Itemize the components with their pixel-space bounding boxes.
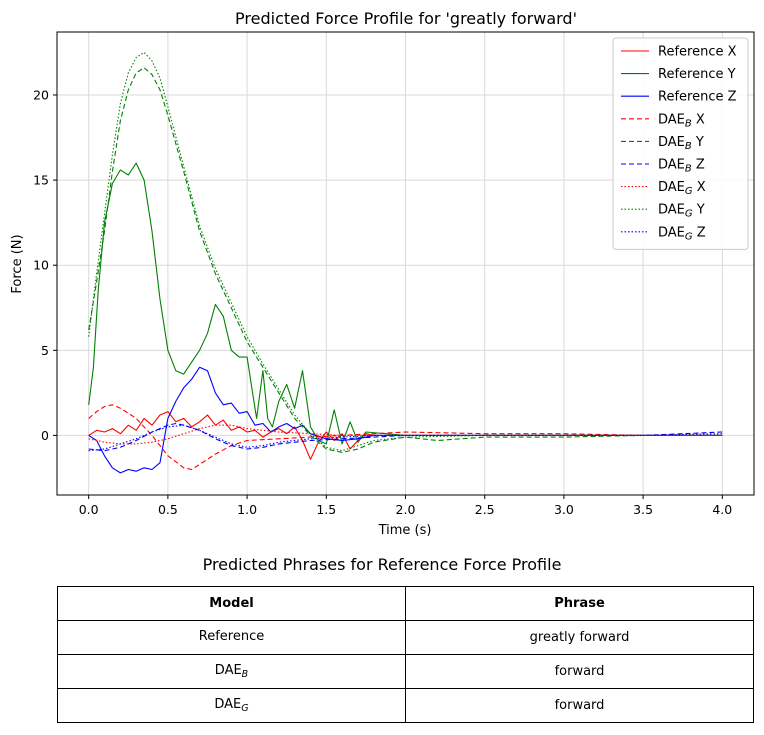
legend-label: DAEG Y (658, 203, 705, 220)
legend-label: DAEB X (658, 112, 705, 129)
model-name: Reference (198, 629, 265, 644)
legend-label: Reference Y (658, 67, 736, 82)
phrase-cell: forward (405, 688, 754, 723)
x-axis-label: Time (s) (378, 523, 432, 538)
table-row: Reference greatly forward (57, 620, 754, 655)
model-name: DAE (214, 663, 242, 678)
phrase-cell: forward (405, 654, 754, 689)
y-tick-label: 10 (33, 258, 49, 273)
y-tick-label: 20 (33, 87, 49, 102)
model-name: DAE (214, 697, 242, 712)
series-line (88, 366, 723, 474)
legend-label: DAEB Z (658, 158, 705, 175)
header-model: Model (57, 586, 406, 621)
series-line (88, 51, 723, 452)
x-tick-label: 0.0 (79, 502, 99, 517)
x-tick-label: 1.0 (237, 502, 257, 517)
x-tick-label: 3.5 (633, 502, 653, 517)
y-tick-label: 15 (33, 173, 49, 188)
legend-label: Reference Z (658, 90, 737, 105)
x-tick-label: 4.0 (712, 502, 732, 517)
model-subscript: G (241, 703, 249, 714)
force-profile-chart: Predicted Force Profile for 'greatly for… (10, 9, 755, 538)
legend-label: Reference X (658, 45, 737, 60)
model-cell: Reference (57, 620, 406, 655)
x-tick-label: 2.0 (396, 502, 416, 517)
series-lines (88, 51, 723, 474)
legend: Reference X Reference Y Reference Z DAEB X D… (612, 37, 749, 250)
table-row: DAEB forward (57, 654, 754, 689)
y-axis-label: Force (N) (10, 234, 25, 293)
series-line (88, 67, 723, 453)
phrase-cell: greatly forward (405, 620, 754, 655)
y-axis-ticks: 0 5 10 15 20 (33, 87, 57, 443)
x-tick-label: 3.0 (554, 502, 574, 517)
y-tick-label: 0 (41, 428, 49, 443)
series-line (88, 424, 723, 452)
header-phrase: Phrase (405, 586, 754, 621)
y-tick-label: 5 (41, 343, 49, 358)
x-tick-label: 2.5 (475, 502, 495, 517)
legend-label: DAEG Z (658, 225, 706, 242)
legend-box (612, 37, 749, 250)
table-title: Predicted Phrases for Reference Force Pr… (202, 555, 562, 574)
legend-label: DAEB Y (658, 135, 704, 152)
series-line (88, 162, 723, 445)
series-line (88, 404, 723, 471)
table-header-row: Model Phrase (57, 586, 754, 621)
x-tick-label: 0.5 (158, 502, 178, 517)
series-line (88, 411, 723, 460)
legend-label: DAEG X (658, 180, 706, 197)
model-cell: DAEG (57, 688, 406, 723)
table-row: DAEG forward (57, 688, 754, 723)
chart-title: Predicted Force Profile for 'greatly for… (235, 9, 577, 28)
model-subscript: B (241, 669, 249, 680)
phrase-table: Model Phrase Reference greatly forward D… (57, 586, 754, 723)
series-line (88, 422, 723, 452)
x-tick-label: 1.5 (316, 502, 336, 517)
model-cell: DAEB (57, 654, 406, 689)
x-axis-ticks: 0.0 0.5 1.0 1.5 2.0 2.5 3.0 3.5 4.0 (79, 495, 732, 517)
